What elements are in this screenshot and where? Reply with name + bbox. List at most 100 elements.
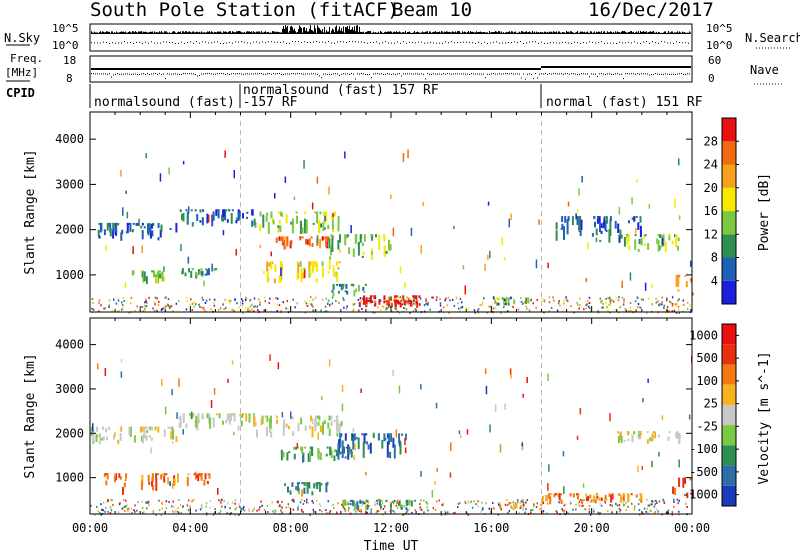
power-colorbar-swatch xyxy=(722,187,736,212)
nave-trace-sample xyxy=(93,73,94,75)
nsky-trace-sample xyxy=(221,32,222,34)
freq-trace-sample xyxy=(239,68,240,70)
nsky-trace-sample xyxy=(128,32,129,34)
freq-trace-sample xyxy=(196,68,197,70)
nsky-trace-sample xyxy=(548,32,549,34)
nave-trace-sample xyxy=(497,73,498,75)
nsky-trace-sample xyxy=(639,32,640,34)
nsearch-trace-sample xyxy=(595,42,596,44)
nsky-trace-sample xyxy=(551,31,552,34)
freq-trace-sample xyxy=(197,68,198,70)
nsky-trace-sample xyxy=(273,31,274,34)
nsky-trace-sample xyxy=(150,31,151,34)
nsearch-trace-sample xyxy=(196,41,197,42)
freq-trace-sample xyxy=(663,66,664,68)
freq-trace-sample xyxy=(649,66,650,68)
nsky-trace-sample xyxy=(474,32,475,34)
nsearch-trace-sample xyxy=(427,42,428,44)
freq-trace-sample xyxy=(95,68,96,70)
nsky-trace-sample xyxy=(171,32,172,34)
nave-trace-sample xyxy=(555,73,556,74)
nsky-trace-sample xyxy=(607,31,608,34)
nsky-trace-sample xyxy=(465,32,466,34)
freq-trace-sample xyxy=(235,68,236,70)
freq-trace-sample xyxy=(127,68,128,70)
freq-trace-sample xyxy=(585,66,586,68)
nsearch-trace-sample xyxy=(424,42,425,44)
freq-trace-sample xyxy=(485,68,486,70)
nsky-trace-sample xyxy=(419,32,420,34)
nave-trace-sample xyxy=(447,73,448,75)
freq-trace-sample xyxy=(102,68,103,70)
freq-trace-sample xyxy=(451,68,452,70)
nsky-trace-sample xyxy=(443,32,444,34)
nsky-trace-sample xyxy=(384,32,385,34)
velocity-colorbar-tick-label: 1000 xyxy=(689,328,718,342)
freq-trace-sample xyxy=(461,68,462,70)
freq-trace-sample xyxy=(247,68,248,70)
freq-trace-sample xyxy=(294,68,295,70)
nsky-trace-sample xyxy=(166,31,167,34)
nsky-trace-sample xyxy=(263,32,264,34)
nsearch-trace-sample xyxy=(553,42,554,44)
nsky-trace-sample xyxy=(571,31,572,34)
nsky-trace-sample xyxy=(304,27,305,34)
nave-trace-sample xyxy=(325,73,326,75)
nave-trace-sample xyxy=(201,73,202,75)
nsky-trace-sample xyxy=(523,31,524,34)
nsky-trace-sample xyxy=(141,31,142,34)
freq-trace-sample xyxy=(366,68,367,70)
nsky-trace-sample xyxy=(579,32,580,34)
freq-trace-sample xyxy=(226,68,227,70)
nsky-trace-sample xyxy=(355,31,356,34)
freq-trace-sample xyxy=(334,68,335,70)
velocity-xtick-label: 04:00 xyxy=(172,521,208,535)
freq-trace-sample xyxy=(277,68,278,70)
nsky-trace-sample xyxy=(358,32,359,34)
nsky-trace-sample xyxy=(573,32,574,34)
nsky-trace-sample xyxy=(617,31,618,34)
nsky-trace-sample xyxy=(451,32,452,34)
freq-trace-sample xyxy=(542,66,543,68)
freq-trace-sample xyxy=(517,68,518,70)
nsky-trace-sample xyxy=(174,31,175,34)
freq-trace-sample xyxy=(141,68,142,70)
nsky-trace-sample xyxy=(690,32,691,34)
nsky-trace-sample xyxy=(172,31,173,34)
nave-trace-sample xyxy=(593,73,594,75)
freq-trace-sample xyxy=(371,68,372,70)
nsky-trace-sample xyxy=(341,28,342,34)
nsky-trace-sample xyxy=(183,31,184,34)
nsky-trace-sample xyxy=(104,32,105,34)
nsearch-trace-sample xyxy=(94,42,95,44)
power-colorbar-swatch xyxy=(722,164,736,188)
nsky-trace-sample xyxy=(413,32,414,34)
nsky-trace-sample xyxy=(282,28,283,34)
nsky-trace-sample xyxy=(180,31,181,34)
nsky-trace-sample xyxy=(95,32,96,34)
nsky-trace-sample xyxy=(485,32,486,34)
nave-trace-sample xyxy=(261,73,262,74)
freq-trace-sample xyxy=(385,68,386,70)
nsky-trace-sample xyxy=(337,31,338,34)
freq-trace-sample xyxy=(429,68,430,70)
nsky-trace-sample xyxy=(286,27,287,34)
freq-trace-sample xyxy=(225,68,226,70)
nsky-trace-sample xyxy=(349,25,350,34)
nsky-trace-sample xyxy=(97,32,98,34)
freq-trace-sample xyxy=(479,68,480,70)
nave-trace-sample xyxy=(485,77,486,79)
nave-trace-sample xyxy=(133,73,134,75)
nsky-trace-sample xyxy=(130,31,131,34)
nsky-trace-sample xyxy=(628,32,629,34)
nsky-trace-sample xyxy=(603,31,604,34)
freq-trace-sample xyxy=(490,68,491,70)
freq-trace-sample xyxy=(189,68,190,70)
freq-trace-sample xyxy=(349,68,350,70)
nave-trace-sample xyxy=(463,73,464,75)
nave-trace-sample xyxy=(605,74,606,75)
nsky-trace-sample xyxy=(303,27,304,34)
nave-trace-sample xyxy=(639,73,640,75)
power-echo-region xyxy=(555,216,642,243)
nsky-trace-sample xyxy=(176,33,177,34)
